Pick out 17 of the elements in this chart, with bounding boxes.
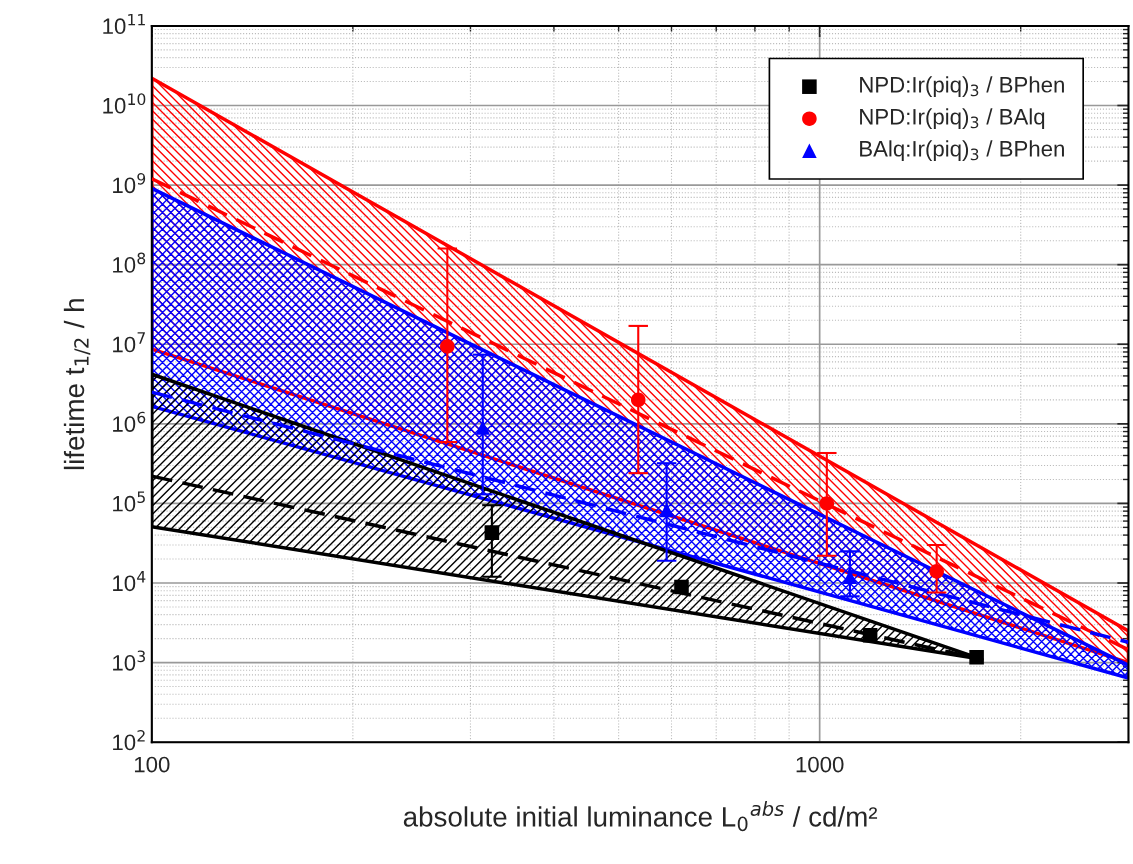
legend-label: NPD:Ir(piq)$_{3}$ / BPhen	[860, 76, 1064, 98]
y-tick-label: 10$^{10}$	[103, 93, 146, 114]
legend-label: NPD:Ir(piq)$_{3}$ / BAlq	[860, 108, 1045, 130]
y-tick-label: 10$^{2}$	[113, 730, 145, 751]
x-axis-title: absolute initial luminance L$_{0}$$^{abs}$ / cd/m²	[403, 801, 878, 832]
legend-label: BAlq:Ir(piq)$_{3}$ / BPhen	[860, 140, 1064, 162]
y-tick-label: 10$^{3}$	[113, 650, 145, 671]
y-tick-label: 10$^{5}$	[113, 491, 145, 512]
y-tick-label: 10$^{11}$	[103, 13, 145, 35]
y-tick-label: 10$^{4}$	[113, 571, 146, 592]
x-tick-label: 1000	[796, 756, 844, 773]
y-tick-label: 10$^{9}$	[113, 172, 146, 194]
x-tick-label: 100	[134, 756, 170, 773]
y-tick-label: 10$^{6}$	[113, 411, 146, 432]
y-tick-label: 10$^{8}$	[113, 252, 146, 273]
y-axis-title: lifetime t$_{1/2}$ / h	[63, 299, 91, 470]
y-tick-label: 10$^{7}$	[113, 332, 145, 353]
